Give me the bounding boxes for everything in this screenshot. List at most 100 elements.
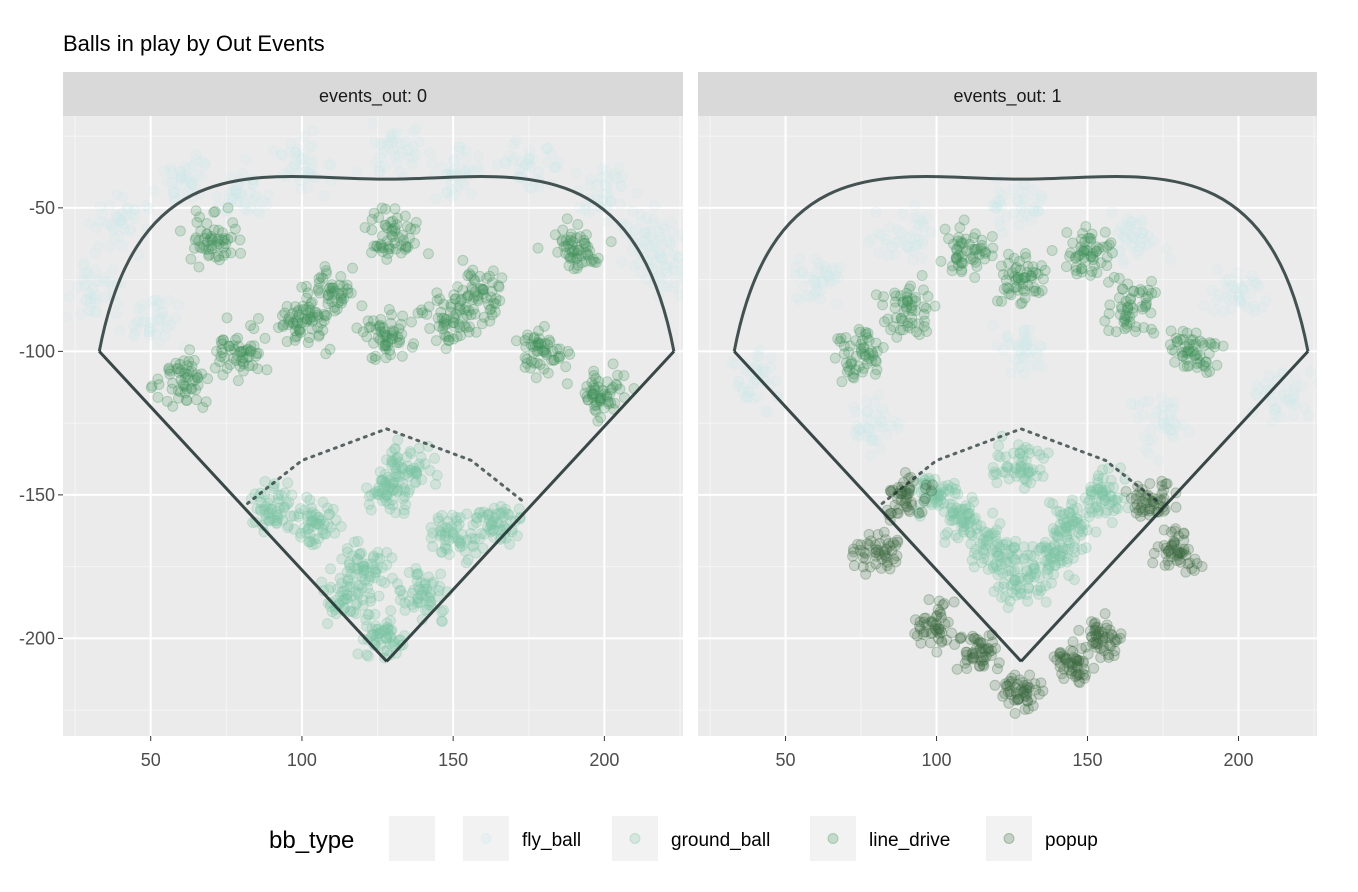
- point-ground_ball: [1054, 538, 1066, 550]
- point-line_drive: [194, 211, 206, 223]
- point-fly_ball: [876, 416, 888, 428]
- point-line_drive: [235, 345, 247, 357]
- point-fly_ball: [180, 174, 192, 186]
- point-fly_ball: [116, 240, 128, 252]
- point-line_drive: [173, 366, 185, 378]
- point-line_drive: [520, 341, 532, 353]
- point-fly_ball: [239, 203, 251, 215]
- point-fly_ball: [190, 149, 202, 161]
- point-fly_ball: [808, 289, 820, 301]
- point-fly_ball: [168, 187, 180, 199]
- point-line_drive: [174, 358, 186, 370]
- point-line_drive: [1091, 267, 1103, 279]
- point-line_drive: [447, 311, 459, 323]
- point-ground_ball: [281, 498, 293, 510]
- point-fly_ball: [408, 152, 420, 164]
- point-ground_ball: [450, 531, 462, 543]
- point-line_drive: [235, 355, 247, 367]
- point-line_drive: [313, 330, 325, 342]
- point-line_drive: [373, 212, 385, 224]
- point-ground_ball: [485, 519, 497, 531]
- point-ground_ball: [404, 446, 416, 458]
- point-fly_ball: [136, 299, 148, 311]
- point-fly_ball: [605, 195, 617, 207]
- point-line_drive: [293, 311, 305, 323]
- point-fly_ball: [1260, 294, 1272, 306]
- point-fly_ball: [231, 196, 243, 208]
- point-line_drive: [921, 326, 933, 338]
- point-line_drive: [432, 312, 444, 324]
- point-line_drive: [405, 223, 417, 235]
- point-popup: [875, 562, 887, 574]
- point-line_drive: [542, 338, 554, 350]
- point-line_drive: [272, 322, 284, 334]
- point-ground_ball: [350, 598, 362, 610]
- point-fly_ball: [877, 403, 889, 415]
- point-fly_ball: [830, 297, 842, 309]
- point-fly_ball: [677, 269, 683, 281]
- point-line_drive: [584, 245, 596, 257]
- point-ground_ball: [417, 589, 429, 601]
- point-ground_ball: [318, 518, 330, 530]
- point-fly_ball: [770, 375, 782, 387]
- point-ground_ball: [399, 485, 411, 497]
- point-line_drive: [954, 221, 966, 233]
- point-line_drive: [575, 250, 587, 262]
- point-ground_ball: [366, 623, 378, 635]
- point-ground_ball: [483, 514, 495, 526]
- legend-entry: line_drive: [810, 816, 950, 861]
- point-line_drive: [877, 299, 889, 311]
- point-ground_ball: [502, 508, 514, 520]
- point-fly_ball: [82, 268, 94, 280]
- point-line_drive: [1205, 338, 1217, 350]
- point-line_drive: [301, 314, 313, 326]
- point-ground_ball: [299, 527, 311, 539]
- point-line_drive: [195, 225, 207, 237]
- point-fly_ball: [148, 301, 160, 313]
- point-line_drive: [581, 391, 593, 403]
- y-tick-label: -100: [19, 341, 55, 361]
- point-line_drive: [838, 348, 850, 360]
- point-ground_ball: [342, 575, 354, 587]
- point-ground_ball: [317, 496, 329, 508]
- point-line_drive: [392, 331, 404, 343]
- point-line_drive: [242, 343, 254, 355]
- point-line_drive: [313, 329, 325, 341]
- point-fly_ball: [133, 249, 145, 261]
- point-fly_ball: [525, 161, 537, 173]
- point-fly_ball: [1029, 205, 1041, 217]
- point-fly_ball: [446, 183, 458, 195]
- point-ground_ball: [309, 508, 321, 520]
- point-fly_ball: [668, 281, 680, 293]
- point-fly_ball: [289, 154, 301, 166]
- point-ground_ball: [293, 508, 305, 520]
- point-fly_ball: [97, 272, 109, 284]
- point-line_drive: [283, 311, 295, 323]
- point-line_drive: [145, 382, 157, 394]
- point-ground_ball: [348, 562, 360, 574]
- point-line_drive: [375, 313, 387, 325]
- point-ground_ball: [265, 503, 277, 515]
- point-ground_ball: [386, 457, 398, 469]
- point-fly_ball: [424, 146, 436, 158]
- point-ground_ball: [354, 548, 366, 560]
- point-line_drive: [472, 290, 484, 302]
- point-ground_ball: [383, 474, 395, 486]
- point-fly_ball: [913, 219, 925, 231]
- point-fly_ball: [90, 306, 102, 318]
- point-ground_ball: [282, 477, 294, 489]
- point-ground_ball: [368, 628, 380, 640]
- point-fly_ball: [400, 135, 412, 147]
- point-ground_ball: [498, 511, 510, 523]
- point-ground_ball: [313, 519, 325, 531]
- point-fly_ball: [445, 178, 457, 190]
- point-line_drive: [525, 355, 537, 367]
- point-line_drive: [431, 287, 443, 299]
- point-ground_ball: [1000, 591, 1012, 603]
- point-ground_ball: [352, 535, 364, 547]
- point-fly_ball: [459, 166, 471, 178]
- point-ground_ball: [498, 521, 510, 533]
- point-fly_ball: [1270, 408, 1282, 420]
- point-fly_ball: [660, 262, 672, 274]
- point-fly_ball: [884, 221, 896, 233]
